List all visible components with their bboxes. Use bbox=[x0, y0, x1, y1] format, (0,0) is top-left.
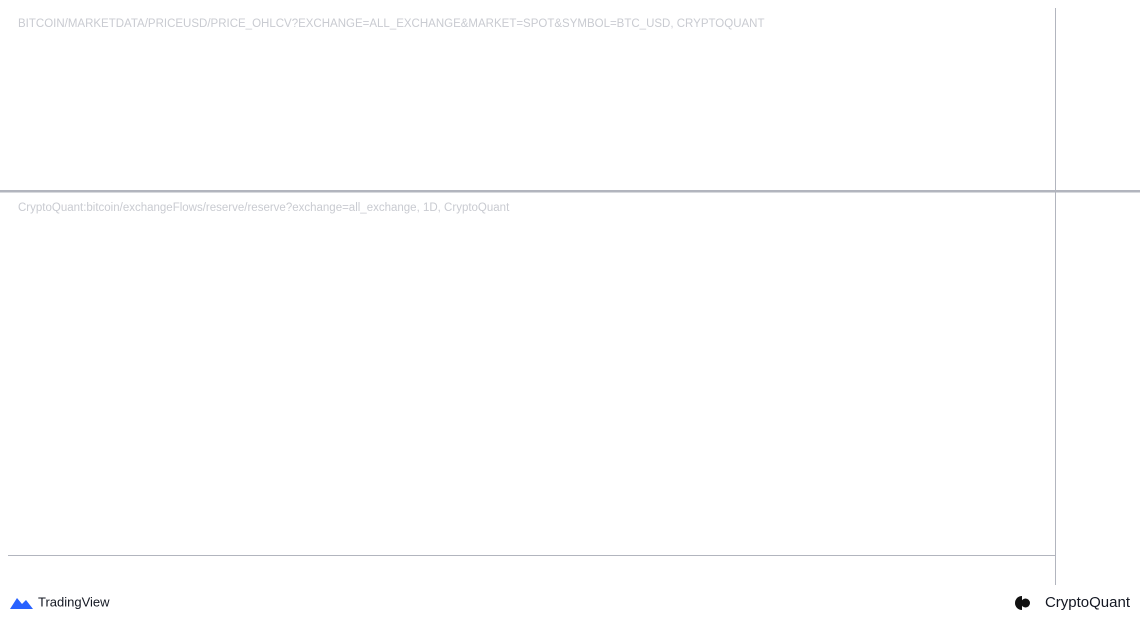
top-pane-title: BITCOIN/MARKETDATA/PRICEUSD/PRICE_OHLCV?… bbox=[18, 18, 765, 30]
logo-icon bbox=[1015, 596, 1022, 610]
logo-icon bbox=[10, 598, 33, 609]
pane-separator bbox=[0, 190, 1140, 193]
footer-right: CryptoQuant bbox=[1045, 594, 1131, 611]
footer-left: TradingView bbox=[38, 594, 110, 609]
logo-icon bbox=[1021, 598, 1030, 608]
bottom-pane-title: CryptoQuant:bitcoin/exchangeFlows/reserv… bbox=[18, 202, 510, 214]
tradingview-logo: TradingView bbox=[10, 594, 110, 609]
cryptoquant-logo: CryptoQuant bbox=[1015, 594, 1131, 611]
